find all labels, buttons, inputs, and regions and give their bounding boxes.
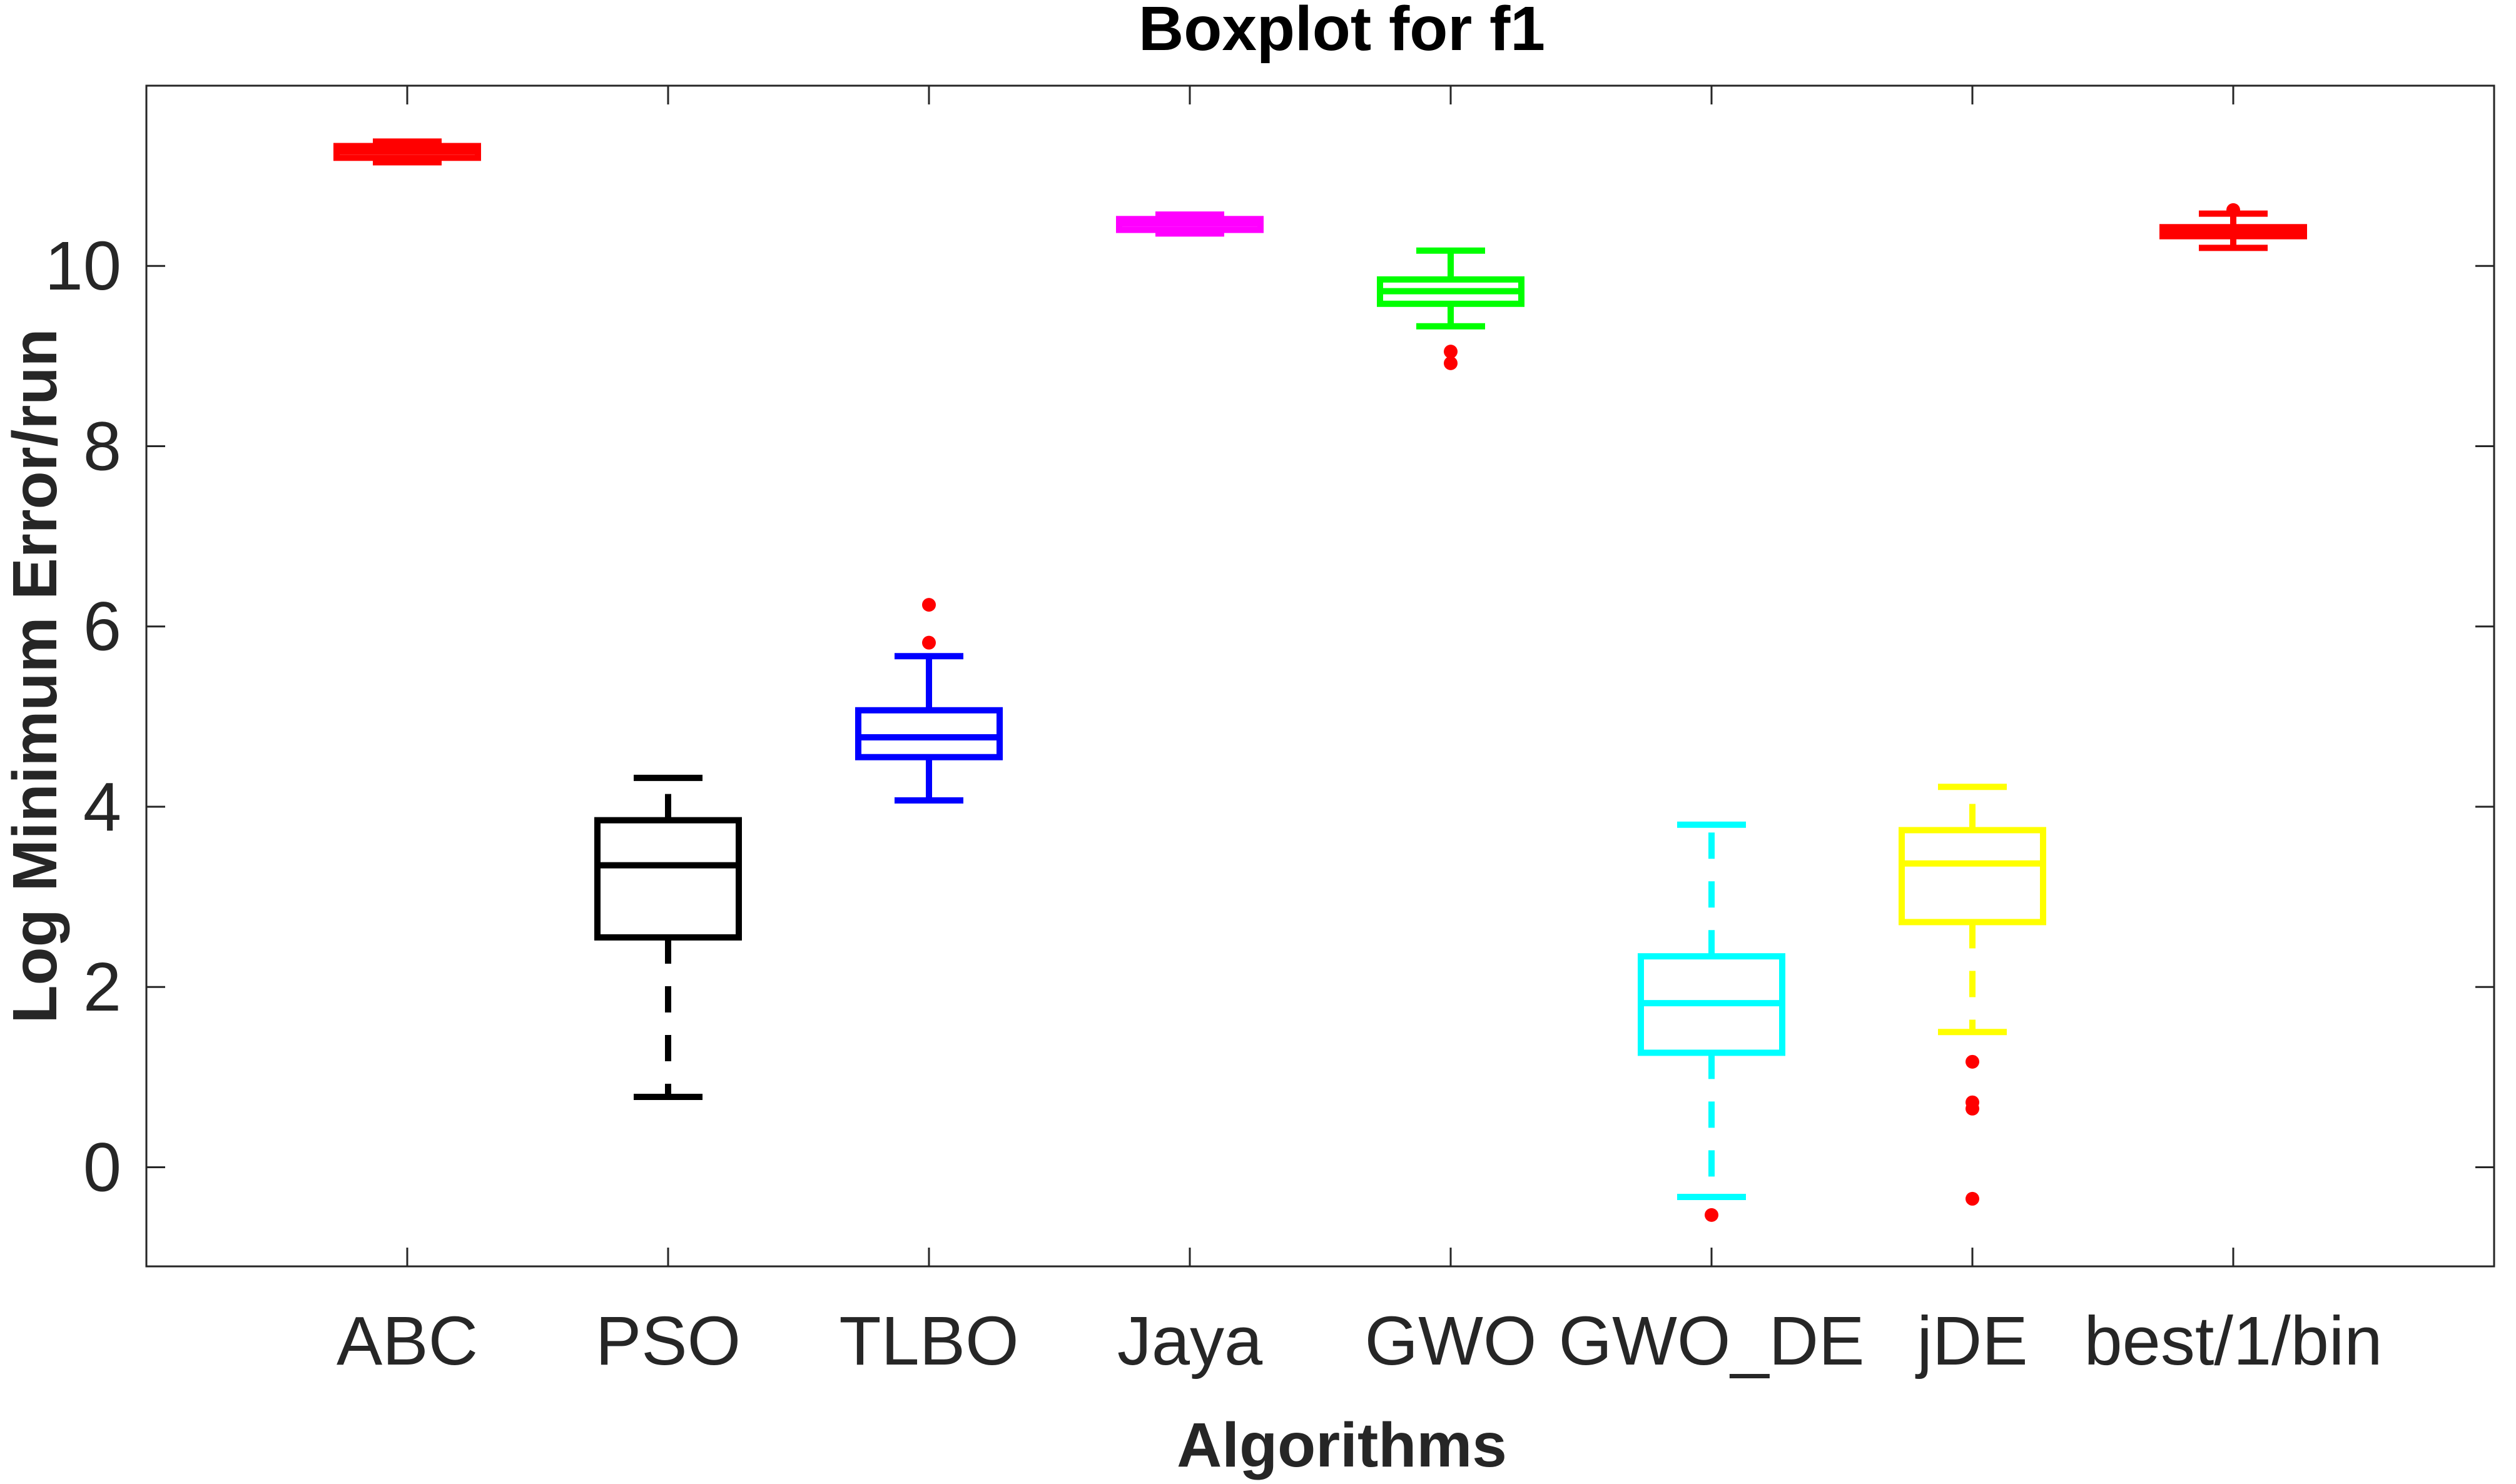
- box-gwo: [1377, 247, 1524, 370]
- outlier-point: [1966, 1054, 1979, 1069]
- box-best-1-bin: [2159, 203, 2307, 251]
- x-tick-label: TLBO: [839, 1303, 1018, 1380]
- outlier-point: [1444, 345, 1458, 359]
- y-tick-label: 8: [83, 408, 121, 485]
- x-axis: ABC PSO TLBO Jaya GWO GWO_DE jDE best/1/bin: [337, 86, 2383, 1380]
- outlier-point: [1966, 1101, 1979, 1116]
- y-axis-label: Log Minimum Error/run: [0, 328, 70, 1023]
- box-tlbo: [855, 598, 1003, 804]
- y-tick-label: 6: [83, 588, 121, 665]
- x-tick-label: jDE: [1915, 1303, 2027, 1380]
- outlier-point: [1444, 356, 1458, 370]
- box-iqr: [594, 817, 742, 941]
- outlier-point: [2226, 203, 2240, 217]
- y-tick-label: 0: [83, 1129, 121, 1206]
- outlier-point: [922, 598, 936, 612]
- y-tick-label: 4: [83, 769, 121, 845]
- x-tick-label: Jaya: [1117, 1303, 1263, 1380]
- x-tick-label: ABC: [337, 1303, 478, 1380]
- x-tick-label: PSO: [596, 1303, 741, 1380]
- box-pso: [594, 774, 742, 1101]
- box-iqr: [1899, 827, 2046, 926]
- outlier-point: [922, 635, 936, 650]
- x-tick-label: GWO: [1365, 1303, 1537, 1380]
- box-abc: [333, 138, 481, 166]
- chart-title: Boxplot for f1: [1139, 0, 1545, 64]
- plot-area-frame: [145, 84, 2495, 1268]
- y-axis: 0 2 4 6 8 10: [45, 228, 2494, 1206]
- x-axis-label: Algorithms: [1177, 1410, 1507, 1480]
- box-jaya: [1116, 211, 1264, 237]
- outlier-point: [1705, 1208, 1718, 1222]
- box-series: [333, 138, 2307, 1222]
- outlier-point: [1966, 1191, 1979, 1206]
- y-tick-label: 2: [83, 949, 121, 1026]
- box-gwo-de: [1638, 821, 1785, 1222]
- y-tick-label: 10: [45, 228, 121, 305]
- box-iqr: [855, 707, 1003, 760]
- x-tick-label: best/1/bin: [2084, 1303, 2382, 1380]
- box-jde: [1899, 784, 2046, 1206]
- x-tick-label: GWO_DE: [1559, 1303, 1865, 1380]
